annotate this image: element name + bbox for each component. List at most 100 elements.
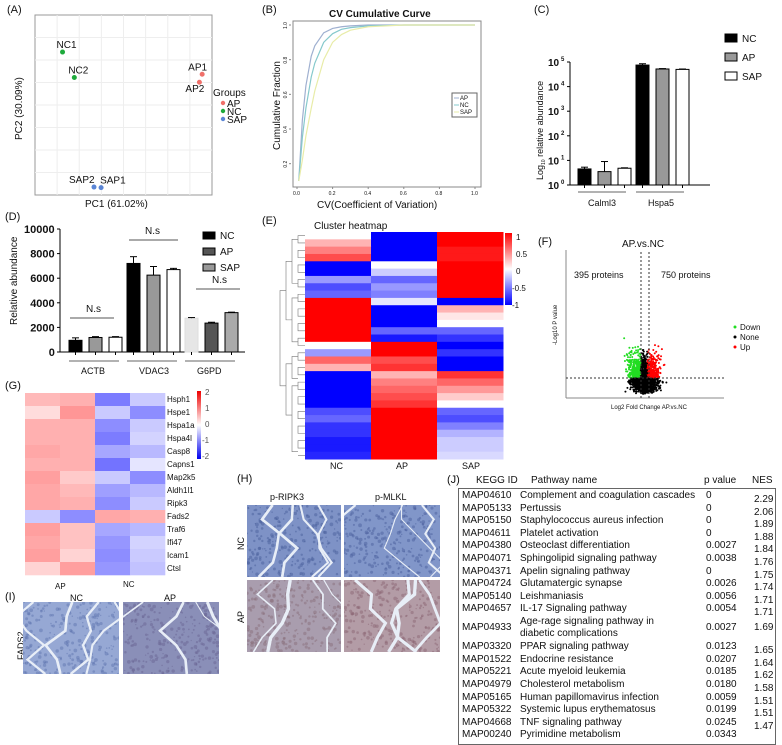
tissue-cell [367, 532, 370, 534]
tissue-cell [104, 651, 107, 653]
logbar-y-tick-label: 10 [548, 132, 560, 143]
volcano-point [652, 357, 655, 360]
volcano-point [635, 351, 638, 354]
ihc-image-ap-p-ripk3 [247, 580, 341, 652]
volcano-point [633, 372, 636, 375]
tissue-cell [43, 653, 48, 657]
tissue-cell [270, 598, 274, 603]
tissue-cell [408, 517, 412, 522]
tissue-cell [393, 510, 395, 512]
cluster-heatmap-cell [437, 253, 504, 262]
tissue-cell [306, 526, 309, 530]
logbar-bar [675, 68, 690, 186]
tissue-cell [429, 591, 432, 594]
kegg-nes: 1.75 [754, 569, 774, 581]
volcano-point [628, 364, 631, 367]
kegg-nes: 1.89 [754, 519, 774, 531]
tissue-cell [266, 606, 268, 609]
pca-legend-label: NC [227, 107, 241, 118]
tissue-septum [158, 602, 189, 674]
logbar-category-label: Calml3 [588, 198, 616, 208]
tissue-cell [404, 593, 407, 595]
tissue-cell [375, 624, 379, 628]
gene-heatmap-cell [95, 510, 131, 524]
tissue-cell [248, 548, 252, 552]
tissue-cell [282, 518, 285, 520]
tissue-cell [308, 516, 311, 518]
volcano-point [652, 390, 655, 393]
tissue-cell [390, 522, 393, 525]
cluster-heatmap-cell [371, 341, 438, 350]
panel-label-a: (A) [7, 4, 22, 16]
tissue-cell [379, 613, 381, 615]
tissue-cell [76, 617, 79, 619]
ihc-image-nc-p-ripk3 [247, 505, 341, 577]
tissue-septum [353, 580, 388, 652]
tissue-cell [131, 640, 135, 643]
tissue-cell [187, 635, 190, 638]
cv-x-tick-label: 0.8 [435, 191, 442, 197]
tissue-cell [434, 505, 436, 507]
tissue-cell [366, 527, 370, 531]
tissue-cell [195, 651, 199, 655]
tissue-cell [251, 552, 255, 556]
tissue-cell [304, 645, 308, 649]
volcano-point [633, 359, 636, 362]
tissue-cell [291, 560, 294, 563]
tissue-cell [337, 512, 341, 516]
tissue-cell [348, 532, 353, 537]
kegg-p-value: 0.0056 [706, 590, 737, 602]
logbar-bar [577, 168, 592, 186]
tissue-cell [393, 596, 398, 601]
tissue-cell [37, 608, 39, 610]
tissue-cell [193, 624, 196, 627]
tissue-cell [374, 555, 378, 559]
volcano-point [628, 346, 631, 349]
kegg-pathway-name: Pertussis [520, 502, 562, 514]
volcano-point [646, 372, 649, 375]
volcano-point [659, 371, 662, 374]
tissue-cell [399, 541, 402, 544]
tissue-cell [338, 641, 341, 645]
tissue-cell [381, 645, 384, 648]
gene-heatmap-row-label: Hsph1 [167, 395, 191, 404]
tissue-cell [276, 648, 281, 652]
tissue-cell [288, 639, 292, 643]
volcano-point [645, 353, 648, 356]
tissue-cell [44, 661, 46, 664]
tissue-cell [150, 621, 152, 623]
tissue-cell [268, 551, 272, 555]
tissue-cell [86, 608, 89, 611]
logbar-y-tick-exponent: 4 [561, 82, 565, 88]
tissue-cell [294, 530, 297, 533]
volcano-point [658, 366, 661, 369]
tissue-cell [367, 563, 371, 567]
tissue-cell [370, 614, 374, 617]
tissue-cell [287, 645, 292, 649]
tissue-cell [133, 658, 138, 662]
tissue-cell [34, 660, 37, 664]
tissue-cell [130, 620, 133, 623]
tissue-cell [117, 636, 119, 640]
volcano-point [640, 373, 643, 376]
tissue-cell [387, 564, 392, 569]
gene-heatmap-cell [25, 510, 61, 524]
tissue-cell [277, 614, 281, 617]
tissue-cell [321, 558, 324, 560]
abund-bar [126, 262, 141, 353]
tissue-cell [365, 555, 367, 558]
tissue-cell [249, 586, 253, 590]
gene-heatmap-cell [25, 497, 61, 511]
volcano-point [650, 364, 653, 367]
tissue-cell [368, 509, 372, 513]
tissue-septum [195, 602, 219, 629]
volcano-point [649, 372, 652, 375]
tissue-cell [326, 505, 328, 506]
cluster-heatmap-cell [437, 422, 504, 431]
tissue-cell [335, 572, 339, 576]
tissue-cell [349, 554, 354, 558]
tissue-cell [283, 531, 287, 535]
tissue-cell [207, 656, 212, 660]
volcano-point [627, 380, 630, 383]
tissue-cell [310, 636, 315, 640]
